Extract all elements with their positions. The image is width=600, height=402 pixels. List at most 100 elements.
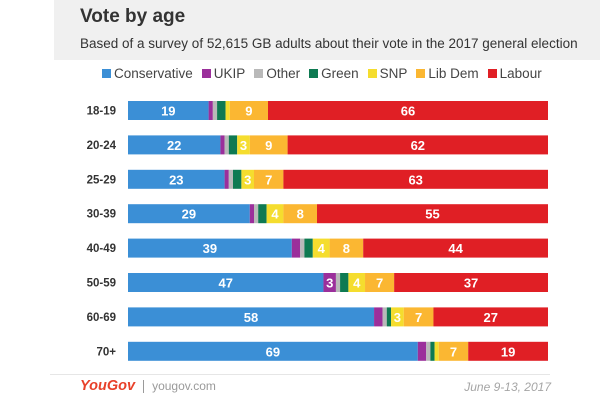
bar-segment-other: [254, 204, 259, 224]
category-label: 25-29: [87, 174, 116, 186]
bar-segment-green: [228, 135, 238, 155]
bar-segment-labour: [468, 341, 548, 361]
bar-segment-snp: [225, 101, 230, 120]
bar-segment-green: [233, 169, 242, 189]
data-label: 7: [376, 276, 383, 291]
bar-segment-lib-dem: [438, 341, 469, 361]
bar-segment-conservative: [128, 341, 418, 361]
data-label: 29: [182, 207, 196, 222]
data-label: 62: [411, 138, 425, 153]
data-label: 63: [408, 172, 422, 187]
bar-segment-snp: [391, 307, 404, 327]
bar-segment-conservative: [128, 238, 292, 258]
data-label: 4: [318, 241, 326, 256]
legend: Conservative UKIP Other Green SNP Lib Dem Labo…: [102, 66, 542, 81]
data-label: 47: [218, 276, 232, 291]
legend-label: Other: [266, 66, 301, 81]
bar-segment-conservative: [128, 135, 221, 155]
category-label: 20-24: [87, 140, 117, 152]
data-label: 27: [483, 310, 497, 325]
bar-segment-conservative: [128, 169, 225, 189]
data-label: 3: [394, 310, 401, 325]
bar-segment-lib-dem: [365, 273, 395, 292]
legend-item-other: Other: [254, 66, 300, 81]
bar-segment-lib-dem: [283, 204, 317, 224]
bar-segment-green: [217, 101, 226, 120]
bar-segment-ukip: [224, 169, 229, 189]
bar-segment-other: [335, 273, 341, 292]
bar-segment-ukip: [374, 307, 383, 327]
data-label: 23: [169, 172, 183, 187]
category-label: 40-49: [87, 243, 116, 255]
bar-segment-other: [382, 307, 387, 327]
legend-swatch: [102, 69, 111, 78]
data-label: 7: [265, 172, 272, 187]
legend-item-lib-dem: Lib Dem: [416, 66, 479, 81]
bar-segment-other: [212, 101, 218, 120]
legend-item-green: Green: [309, 66, 359, 81]
bar-segment-labour: [268, 101, 548, 120]
legend-item-snp: SNP: [367, 66, 408, 81]
bar-segment-conservative: [128, 101, 209, 120]
data-label: 9: [265, 138, 272, 153]
data-label: 4: [271, 207, 279, 222]
header-band: [54, 0, 600, 60]
bar-segment-other: [224, 135, 229, 155]
data-label: 39: [203, 241, 217, 256]
legend-swatch: [416, 69, 426, 78]
bar-segment-other: [426, 341, 431, 361]
category-label: 70+: [96, 346, 116, 358]
bar-segment-conservative: [128, 273, 324, 292]
bar-segment-snp: [312, 238, 330, 258]
bar-segment-ukip: [220, 135, 225, 155]
bar-segment-snp: [266, 204, 284, 224]
yougov-logo: YouGov: [80, 378, 136, 394]
data-label: 3: [326, 276, 333, 291]
legend-label: Conservative: [114, 66, 193, 81]
category-label: 50-59: [87, 278, 116, 290]
bar-segment-lib-dem: [403, 307, 434, 327]
bar-segment-conservative: [128, 204, 250, 224]
data-label: 58: [244, 310, 258, 325]
category-label: 30-39: [87, 209, 116, 221]
data-label: 9: [245, 104, 252, 119]
data-label: 55: [425, 207, 439, 222]
footer: YouGov yougov.com: [80, 378, 216, 394]
data-label: 19: [501, 344, 515, 359]
bar-segment-green: [430, 341, 435, 361]
data-label: 7: [450, 344, 457, 359]
legend-swatch: [201, 69, 211, 78]
bar-segment-labour: [283, 169, 548, 189]
category-label: 60-69: [87, 312, 116, 324]
legend-swatch: [487, 69, 497, 78]
data-label: 66: [401, 104, 415, 119]
bar-segment-labour: [317, 204, 548, 224]
legend-label: UKIP: [213, 66, 246, 81]
bar-segment-ukip: [249, 204, 254, 224]
legend-label: Labour: [499, 66, 542, 81]
data-label: 69: [266, 344, 280, 359]
bar-segment-other: [300, 238, 305, 258]
bar-segment-labour: [394, 273, 548, 292]
bar-segment-snp: [434, 341, 439, 361]
data-label: 7: [415, 310, 422, 325]
legend-swatch: [309, 69, 319, 78]
data-label: 37: [464, 276, 478, 291]
data-label: 8: [297, 207, 304, 222]
legend-label: Lib Dem: [428, 66, 479, 81]
data-label: 19: [161, 104, 175, 119]
bar-segment-conservative: [128, 307, 375, 327]
bar-segment-snp: [237, 135, 250, 155]
footer-divider: [50, 374, 550, 375]
chart-subtitle: Based of a survey of 52,615 GB adults ab…: [80, 36, 578, 51]
bar-segment-other: [228, 169, 233, 189]
bar-segment-ukip: [208, 101, 213, 120]
legend-item-ukip: UKIP: [201, 66, 246, 81]
bar-segment-snp: [241, 169, 254, 189]
legend-label: SNP: [379, 66, 408, 81]
footer-site: yougov.com: [152, 379, 216, 393]
bar-segment-green: [340, 273, 349, 292]
bar-segment-labour: [433, 307, 548, 327]
legend-swatch: [367, 69, 377, 78]
